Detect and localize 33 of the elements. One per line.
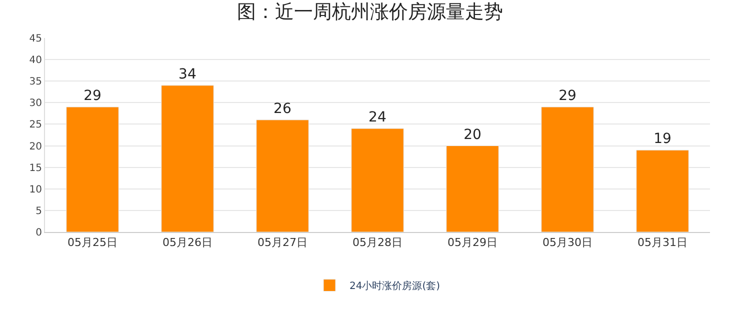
x-tick-label: 05月27日 [258,236,308,250]
bar [256,120,309,232]
data-label: 24 [368,110,386,126]
data-label: 19 [654,131,672,148]
y-tick-label: 40 [29,55,42,66]
x-tick-label: 05月28日 [352,236,402,250]
x-tick-label: 05月26日 [162,236,212,250]
data-label: 29 [558,88,576,104]
data-label: 29 [84,88,102,104]
x-tick-label: 05月29日 [448,236,498,250]
data-label: 34 [178,66,196,82]
y-tick-label: 45 [29,34,42,44]
chart-title: 图：近一周杭州涨价房源量走势 [237,0,503,23]
y-tick-label: 20 [29,141,42,152]
x-tick-label: 05月30日 [542,236,592,250]
bar [446,146,499,232]
y-tick-label: 5 [36,206,42,217]
y-tick-label: 0 [36,228,42,238]
bar [351,128,404,232]
bar [541,106,594,232]
data-label: 20 [464,126,482,143]
x-tick-label: 05月25日 [68,236,118,250]
y-tick-label: 35 [29,76,42,88]
data-label: 26 [274,100,292,117]
y-tick-label: 30 [29,98,42,110]
bar [66,106,119,232]
y-tick-label: 25 [29,120,42,131]
y-tick-label: 10 [29,184,42,196]
bar [636,150,689,232]
bar [161,85,214,232]
x-tick-label: 05月31日 [638,236,688,250]
y-tick-label: 15 [29,162,42,174]
legend-label: 24小时涨价房源(套) [350,280,440,292]
